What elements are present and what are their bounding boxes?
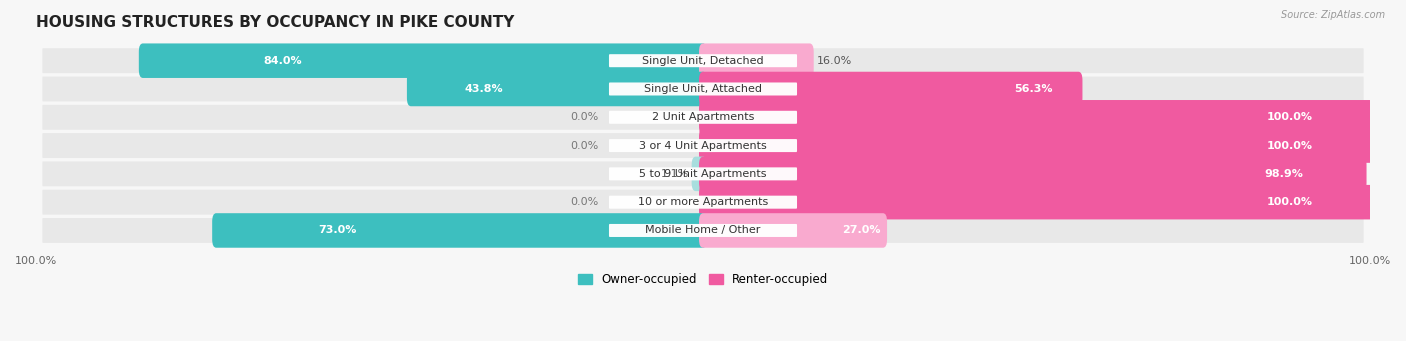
Text: 10 or more Apartments: 10 or more Apartments — [638, 197, 768, 207]
FancyBboxPatch shape — [699, 185, 1374, 219]
FancyBboxPatch shape — [42, 48, 1364, 73]
Text: 100.0%: 100.0% — [1267, 140, 1313, 151]
FancyBboxPatch shape — [699, 157, 1367, 191]
Text: 0.0%: 0.0% — [571, 112, 599, 122]
Text: 16.0%: 16.0% — [817, 56, 852, 66]
FancyBboxPatch shape — [139, 43, 707, 78]
Text: 98.9%: 98.9% — [1264, 169, 1303, 179]
Text: 0.0%: 0.0% — [571, 197, 599, 207]
FancyBboxPatch shape — [609, 54, 797, 67]
FancyBboxPatch shape — [609, 167, 797, 180]
Text: 5 to 9 Unit Apartments: 5 to 9 Unit Apartments — [640, 169, 766, 179]
FancyBboxPatch shape — [609, 139, 797, 152]
Text: 0.0%: 0.0% — [571, 140, 599, 151]
Text: HOUSING STRUCTURES BY OCCUPANCY IN PIKE COUNTY: HOUSING STRUCTURES BY OCCUPANCY IN PIKE … — [37, 15, 515, 30]
FancyBboxPatch shape — [609, 196, 797, 209]
Text: 1.1%: 1.1% — [661, 169, 689, 179]
FancyBboxPatch shape — [42, 190, 1364, 214]
FancyBboxPatch shape — [692, 157, 707, 191]
FancyBboxPatch shape — [699, 128, 1374, 163]
FancyBboxPatch shape — [42, 218, 1364, 243]
FancyBboxPatch shape — [699, 100, 1374, 135]
Text: Single Unit, Attached: Single Unit, Attached — [644, 84, 762, 94]
FancyBboxPatch shape — [609, 83, 797, 95]
FancyBboxPatch shape — [699, 72, 1083, 106]
FancyBboxPatch shape — [609, 111, 797, 124]
Text: 2 Unit Apartments: 2 Unit Apartments — [652, 112, 754, 122]
Text: 84.0%: 84.0% — [263, 56, 302, 66]
Text: Single Unit, Detached: Single Unit, Detached — [643, 56, 763, 66]
FancyBboxPatch shape — [699, 43, 814, 78]
FancyBboxPatch shape — [406, 72, 707, 106]
FancyBboxPatch shape — [609, 224, 797, 237]
FancyBboxPatch shape — [699, 213, 887, 248]
Text: 100.0%: 100.0% — [1267, 112, 1313, 122]
FancyBboxPatch shape — [212, 213, 707, 248]
Text: 3 or 4 Unit Apartments: 3 or 4 Unit Apartments — [640, 140, 766, 151]
Text: 56.3%: 56.3% — [1014, 84, 1053, 94]
FancyBboxPatch shape — [42, 105, 1364, 130]
Legend: Owner-occupied, Renter-occupied: Owner-occupied, Renter-occupied — [572, 268, 834, 291]
FancyBboxPatch shape — [42, 133, 1364, 158]
Text: 73.0%: 73.0% — [319, 225, 357, 236]
FancyBboxPatch shape — [42, 76, 1364, 101]
Text: Mobile Home / Other: Mobile Home / Other — [645, 225, 761, 236]
FancyBboxPatch shape — [42, 161, 1364, 186]
Text: 27.0%: 27.0% — [842, 225, 880, 236]
Text: 43.8%: 43.8% — [464, 84, 503, 94]
Text: Source: ZipAtlas.com: Source: ZipAtlas.com — [1281, 10, 1385, 20]
Text: 100.0%: 100.0% — [1267, 197, 1313, 207]
